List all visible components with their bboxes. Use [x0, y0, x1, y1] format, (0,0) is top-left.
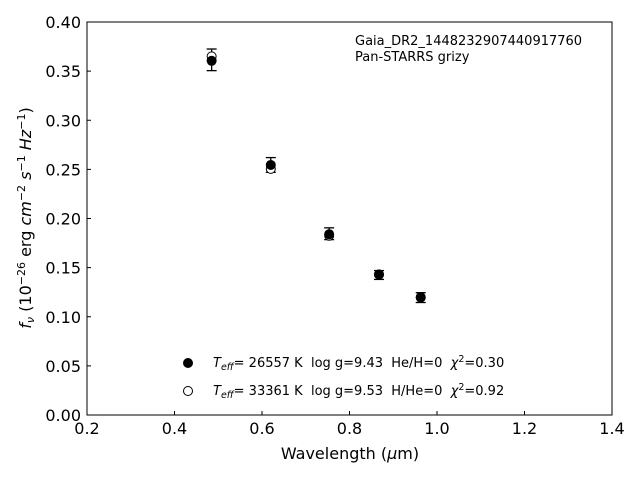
- error-bars: [206, 48, 426, 304]
- axis-ticks: 0.2 0.4 0.6 0.8 1.0 1.2 1.4 0.00 0.05 0.10 0.15 0.2…: [45, 13, 624, 438]
- x-tick-label: 1.4: [599, 419, 624, 438]
- marker-filled: [206, 55, 217, 66]
- legend-label-2: Teff= 33361 K log g=9.53 H/He=0 χ2=0.92: [213, 382, 504, 401]
- x-axis-label: Wavelength (μm): [281, 444, 419, 463]
- legend: Teff= 26557 K log g=9.43 He/H=0 χ2=0.30 …: [183, 354, 504, 401]
- y-tick-label: 0.15: [45, 259, 81, 278]
- y-tick-label: 0.35: [45, 62, 81, 81]
- y-tick-label: 0.40: [45, 13, 81, 32]
- y-tick-label: 0.30: [45, 111, 81, 130]
- x-tick-label: 1.0: [424, 419, 449, 438]
- y-tick-label: 0.20: [45, 210, 81, 229]
- y-tick-label: 0.10: [45, 308, 81, 327]
- marker-filled: [324, 229, 335, 240]
- marker-filled: [265, 159, 276, 170]
- x-tick-label: 1.2: [512, 419, 537, 438]
- marker-filled: [415, 292, 426, 303]
- legend-marker-open: [183, 386, 193, 396]
- legend-marker-filled: [183, 358, 193, 368]
- data-markers: [206, 51, 426, 303]
- y-tick-label: 0.25: [45, 160, 81, 179]
- y-tick-label: 0.00: [45, 406, 81, 425]
- x-tick-label: 0.4: [162, 419, 187, 438]
- annotation-survey: Pan-STARRS grizy: [355, 50, 470, 65]
- marker-filled: [373, 269, 384, 280]
- x-tick-label: 0.2: [74, 419, 99, 438]
- annotation-object-id: Gaia_DR2_1448232907440917760: [355, 34, 582, 49]
- x-tick-label: 0.8: [337, 419, 362, 438]
- y-tick-label: 0.05: [45, 357, 81, 376]
- x-tick-label: 0.6: [249, 419, 274, 438]
- y-axis-label: fν (10−26 erg cm−2 s−1 Hz−1): [15, 107, 37, 328]
- legend-label-1: Teff= 26557 K log g=9.43 He/H=0 χ2=0.30: [213, 354, 504, 373]
